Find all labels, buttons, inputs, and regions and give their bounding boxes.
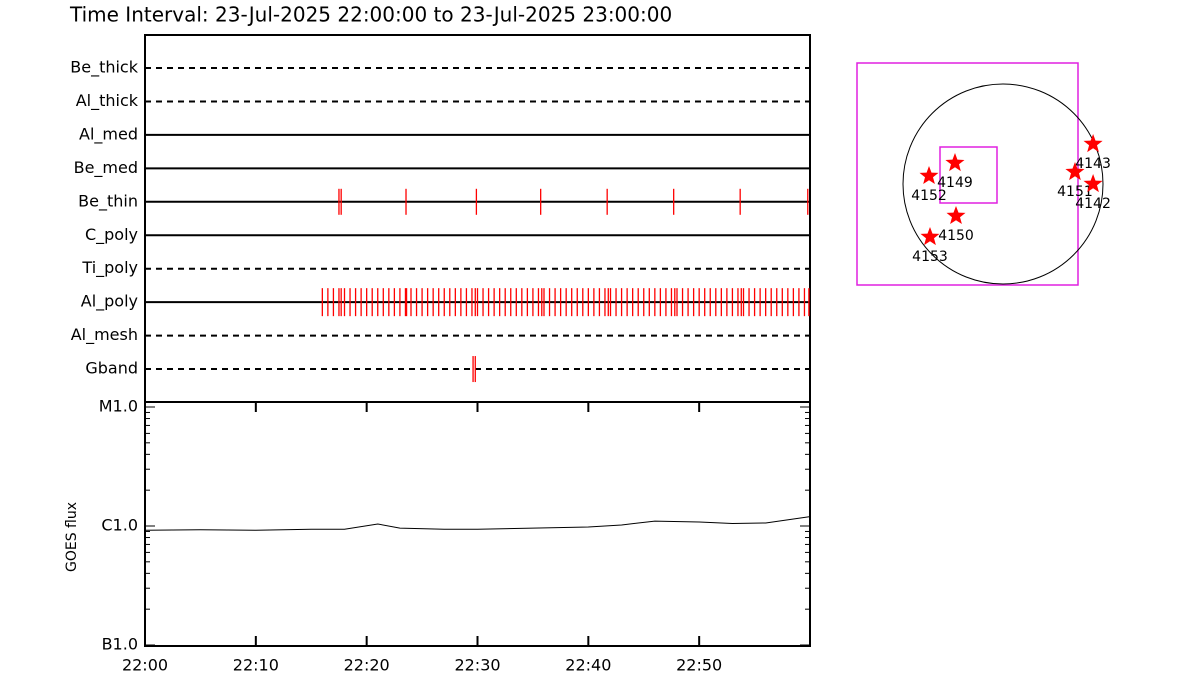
row-label: C_poly: [85, 225, 138, 245]
y-tick-label: M1.0: [99, 397, 138, 416]
chart-title: Time Interval: 23-Jul-2025 22:00:00 to 2…: [69, 3, 672, 27]
region-star: [920, 227, 940, 246]
region-label: 4151: [1057, 184, 1093, 200]
region-star: [946, 206, 966, 224]
x-tick-label: 22:20: [344, 656, 390, 675]
x-tick-label: 22:00: [122, 656, 168, 675]
row-label: Al_poly: [81, 292, 138, 312]
region-label: 4143: [1075, 156, 1111, 172]
fov-box-small: [939, 146, 998, 204]
region-label: 4150: [938, 228, 974, 244]
y-axis-label: GOES flux: [64, 502, 80, 572]
region-label: 4149: [937, 175, 973, 191]
solar-disk: [902, 83, 1104, 285]
region-label: 4152: [911, 188, 947, 204]
row-label: Al_mesh: [71, 325, 138, 345]
row-label: Be_med: [74, 158, 138, 178]
row-label: Al_med: [79, 124, 138, 144]
fov-box: [856, 62, 1079, 286]
x-tick-label: 22:50: [676, 656, 722, 675]
flux-line: [144, 516, 811, 531]
plot-frame: [144, 34, 811, 647]
region-star: [945, 153, 965, 172]
row-label: Al_thick: [76, 91, 139, 111]
row-label: Gband: [85, 359, 138, 378]
region-label: 4142: [1075, 196, 1111, 212]
x-tick-label: 22:40: [565, 656, 611, 675]
region-star: [1083, 134, 1103, 153]
y-tick-label: B1.0: [102, 635, 138, 654]
x-tick-label: 22:30: [454, 656, 500, 675]
region-label: 4153: [912, 249, 948, 265]
region-star: [1083, 174, 1103, 193]
region-star: [919, 166, 939, 184]
y-tick-label: C1.0: [101, 516, 138, 535]
row-label: Ti_poly: [81, 258, 138, 278]
x-tick-label: 22:10: [233, 656, 279, 675]
row-label: Be_thick: [70, 58, 138, 78]
row-label: Be_thin: [78, 191, 138, 211]
region-star: [1065, 162, 1085, 181]
